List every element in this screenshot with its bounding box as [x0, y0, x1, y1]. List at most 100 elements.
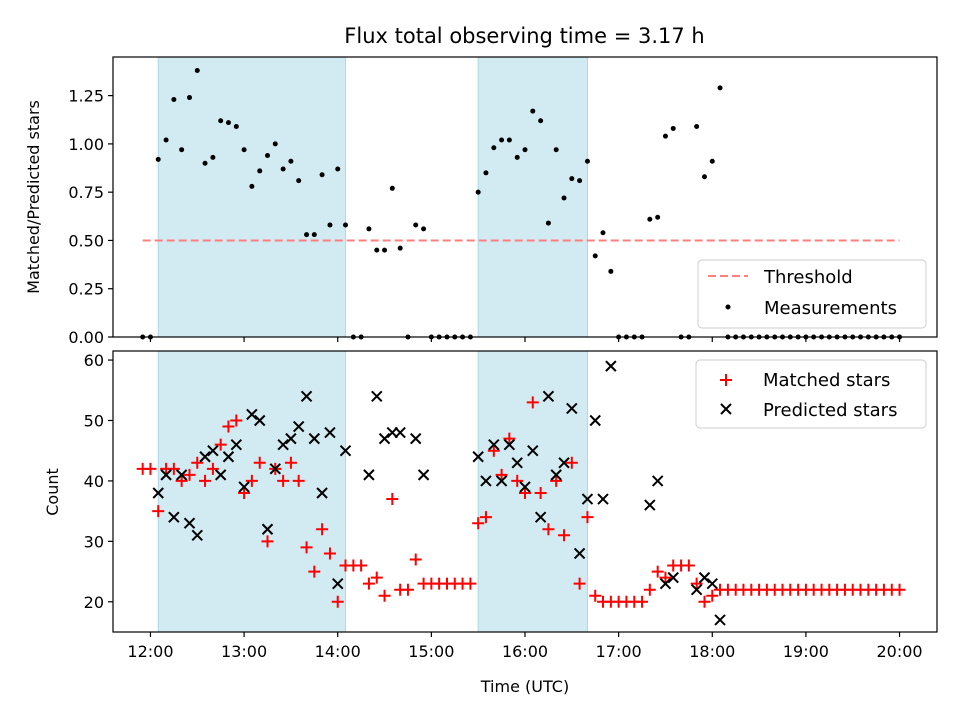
- measurement-point: [366, 226, 372, 232]
- x-tick-label: 19:00: [783, 642, 829, 661]
- legend-matched-swatch: [720, 374, 732, 386]
- predicted-star-point: [410, 432, 422, 445]
- matched-star-point: [183, 468, 196, 481]
- measurement-point: [522, 147, 528, 153]
- matched-star-point: [401, 583, 414, 596]
- measurement-point: [514, 154, 520, 160]
- top-legend-box: [697, 259, 927, 329]
- bottom-y-tick-label: 30: [84, 532, 104, 551]
- predicted-star-point: [363, 469, 375, 481]
- predicted-star-point: [573, 547, 586, 560]
- matched-star-point: [308, 565, 321, 578]
- matched-star-point: [292, 474, 305, 487]
- predicted-star-points: [152, 360, 726, 626]
- matched-star-point: [659, 571, 672, 584]
- bottom-shaded-spans: [157, 350, 588, 633]
- matched-star-point: [503, 432, 516, 445]
- measurement-point: [225, 120, 231, 126]
- measurement-point: [413, 222, 419, 228]
- x-tick-label: 12:00: [127, 642, 173, 661]
- bottom-legend: Matched stars Predicted stars: [695, 359, 927, 429]
- predicted-star-point: [292, 420, 305, 433]
- measurement-point: [709, 158, 715, 164]
- measurement-point: [272, 141, 278, 147]
- matched-star-point: [300, 541, 313, 554]
- predicted-star-point: [542, 390, 555, 403]
- matched-star-point: [284, 456, 297, 469]
- x-tick-label: 15:00: [408, 642, 454, 661]
- predicted-star-point: [160, 469, 172, 481]
- predicted-star-point: [199, 451, 211, 463]
- predicted-star-point: [550, 469, 562, 481]
- top-y-tick-label: 1.25: [68, 87, 104, 106]
- measurement-point: [694, 124, 700, 130]
- measurement-point: [717, 85, 723, 91]
- matched-star-point: [167, 462, 180, 475]
- matched-star-point: [245, 474, 258, 487]
- predicted-star-point: [597, 493, 609, 505]
- x-tick-label: 17:00: [596, 642, 642, 661]
- measurement-point: [327, 222, 333, 228]
- matched-star-point: [526, 396, 539, 409]
- matched-star-point: [581, 511, 594, 524]
- matched-star-point: [386, 493, 399, 506]
- predicted-star-point: [519, 481, 531, 493]
- predicted-star-point: [316, 487, 328, 499]
- measurement-point: [538, 118, 544, 124]
- measurement-point: [592, 253, 598, 259]
- measurement-point: [265, 152, 270, 158]
- top-shaded-spans: [157, 56, 588, 338]
- legend-predicted-label: Predicted stars: [763, 400, 897, 421]
- matched-star-point: [682, 559, 695, 572]
- predicted-star-point: [495, 475, 508, 487]
- predicted-star-point: [394, 426, 406, 439]
- measurement-point: [218, 118, 224, 124]
- measurement-point: [304, 232, 310, 238]
- bottom-y-tick-label: 20: [84, 593, 104, 612]
- predicted-star-point: [378, 432, 391, 445]
- predicted-star-point: [191, 529, 203, 542]
- predicted-star-point: [332, 577, 344, 590]
- measurement-point: [155, 156, 161, 162]
- predicted-star-point: [667, 571, 679, 584]
- measurement-point: [382, 247, 388, 253]
- predicted-star-point: [254, 414, 266, 427]
- matched-star-point: [636, 595, 649, 608]
- measurement-point: [499, 137, 505, 143]
- predicted-star-point: [183, 517, 196, 529]
- predicted-star-point: [269, 463, 281, 475]
- predicted-star-point: [300, 390, 313, 403]
- matched-star-point: [573, 577, 586, 590]
- bottom-legend-box: [695, 359, 927, 429]
- predicted-star-point: [222, 451, 235, 463]
- legend-matched-label: Matched stars: [763, 370, 890, 391]
- measurement-point: [491, 145, 497, 151]
- matched-star-point: [542, 523, 555, 536]
- measurement-point: [241, 147, 247, 153]
- predicted-star-point: [690, 583, 703, 596]
- measurement-point: [311, 232, 317, 238]
- measurement-point: [584, 158, 590, 164]
- matched-star-point: [238, 487, 251, 500]
- matched-star-point: [261, 535, 274, 548]
- matched-star-point: [706, 589, 719, 602]
- predicted-star-point: [207, 445, 219, 457]
- predicted-star-point: [527, 445, 539, 457]
- matched-star-point: [558, 529, 571, 542]
- bottom-y-tick-label: 50: [84, 411, 104, 430]
- matched-star-point: [487, 444, 500, 457]
- predicted-star-point: [230, 438, 243, 451]
- matched-star-point: [222, 420, 235, 433]
- predicted-star-point: [698, 571, 711, 584]
- measurement-point: [702, 174, 708, 180]
- measurement-point: [545, 220, 551, 226]
- top-y-axis-label: Matched/Predicted stars: [24, 100, 43, 294]
- bottom-shaded-span: [157, 350, 346, 633]
- matched-star-point: [230, 414, 243, 427]
- matched-star-point: [651, 565, 664, 578]
- matched-star-point: [199, 474, 212, 487]
- matched-star-point: [698, 595, 711, 608]
- measurement-point: [179, 147, 185, 153]
- top-x-ticks: [149, 337, 901, 342]
